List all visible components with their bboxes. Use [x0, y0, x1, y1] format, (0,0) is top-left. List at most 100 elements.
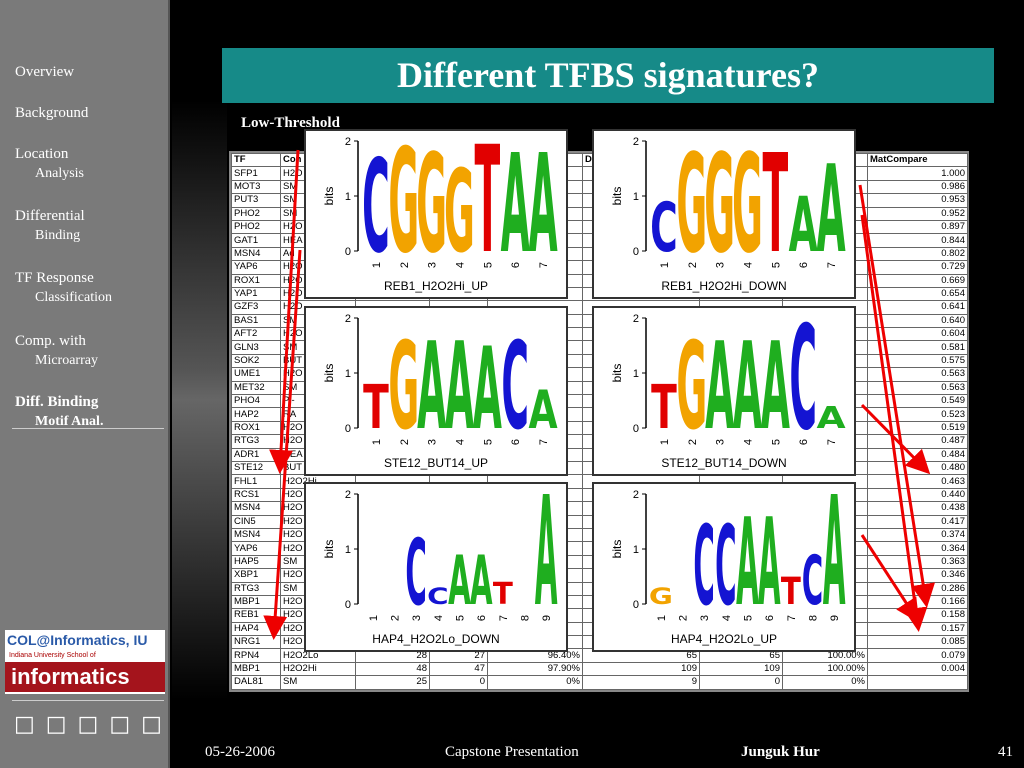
logo: COL@Informatics, IU Indiana University S…	[5, 630, 165, 694]
y-tick-label: 2	[345, 136, 351, 148]
logo-letter: C	[802, 542, 823, 621]
nav-line: Comp. with	[15, 333, 86, 349]
y-label: bits	[322, 540, 336, 559]
logo-letter: A	[417, 317, 446, 457]
position-label: 3	[715, 439, 727, 445]
logo-letter: G	[704, 127, 735, 284]
logo-letter: A	[470, 542, 493, 621]
logo-letter: A	[758, 491, 781, 633]
position-label: 1	[656, 615, 668, 621]
position-label: 3	[427, 439, 439, 445]
position-label: 7	[786, 615, 798, 621]
panel-frame	[304, 306, 568, 476]
logo-letter: T	[475, 115, 501, 286]
position-label: 2	[678, 615, 690, 621]
position-label: 7	[826, 262, 838, 268]
table-cell: SM	[280, 675, 356, 690]
logo-letter: G	[676, 317, 707, 457]
nav-icons[interactable]: □ □ □ □ □	[14, 712, 164, 737]
position-label: 5	[770, 439, 782, 445]
logo-letter: C	[501, 317, 529, 457]
position-label: 6	[476, 615, 488, 621]
nav-item[interactable]: TF Response Classification	[15, 268, 112, 308]
logo-letter: T	[493, 577, 514, 613]
footer-date: 05-26-2006	[205, 744, 275, 760]
nav-item[interactable]: Background	[15, 103, 88, 123]
position-label: 5	[482, 439, 494, 445]
panel-frame	[592, 129, 856, 299]
nav-line: Overview	[15, 64, 75, 80]
logo-letter: A	[761, 317, 790, 457]
position-label: 3	[411, 615, 423, 621]
nav-item[interactable]: Differential Binding	[15, 206, 85, 246]
position-label: 7	[538, 439, 550, 445]
position-label: 5	[743, 615, 755, 621]
logo-letter: A	[733, 317, 762, 457]
y-tick-label: 1	[633, 191, 639, 203]
table-cell: 0%	[782, 675, 868, 690]
separator	[12, 428, 164, 429]
logo-letter: C	[789, 295, 817, 462]
nav-line: Analysis	[35, 166, 84, 181]
logo-letter: A	[445, 317, 474, 457]
logo-letter: C	[693, 503, 714, 630]
panel-label: HAP4_H2O2Lo_DOWN	[372, 632, 499, 646]
logo-text: informatics	[5, 662, 165, 692]
logo-letter: A	[736, 491, 759, 633]
nav-item[interactable]: Diff. Binding Motif Anal.	[15, 392, 103, 432]
nav-line: Differential	[15, 208, 85, 224]
table-row: MBP1 H2O2Hi 48 47 97.90% 109 109 100.00% 0.004	[231, 661, 968, 677]
y-tick-label: 2	[633, 489, 639, 501]
nav-line: TF Response	[15, 270, 94, 286]
logo-letter: A	[817, 401, 847, 436]
y-tick-label: 0	[633, 599, 639, 611]
nav-item[interactable]: Comp. with Microarray	[15, 331, 98, 371]
nav-line: Binding	[35, 228, 81, 243]
logo-letter: T	[763, 127, 789, 284]
nav-item[interactable]: Location Analysis	[15, 144, 84, 184]
position-label: 6	[798, 262, 810, 268]
position-label: 4	[433, 615, 445, 621]
logo-letter: A	[529, 378, 559, 440]
panel-label: STE12_BUT14_DOWN	[661, 456, 786, 470]
table-cell	[867, 675, 968, 690]
arrows	[263, 149, 936, 640]
position-label: 2	[687, 262, 699, 268]
position-label: 8	[520, 615, 532, 621]
position-label: 7	[538, 262, 550, 268]
position-label: 1	[659, 262, 671, 268]
position-label: 2	[687, 439, 699, 445]
position-label: 4	[721, 615, 733, 621]
position-label: 6	[510, 262, 522, 268]
page-number: 41	[998, 744, 1013, 760]
nav-line: Motif Anal.	[35, 414, 104, 429]
y-tick-label: 2	[633, 313, 639, 325]
position-label: 9	[829, 615, 841, 621]
position-label: 6	[510, 439, 522, 445]
position-label: 1	[659, 439, 671, 445]
subtitle: Low-Threshold	[241, 115, 340, 131]
y-tick-label: 0	[345, 246, 351, 258]
nav-line: Microarray	[35, 353, 98, 368]
table-cell: 9	[582, 675, 700, 690]
y-label: bits	[610, 540, 624, 559]
nav-line: Location	[15, 146, 69, 162]
logo-letter: C	[362, 133, 390, 282]
position-label: 3	[427, 262, 439, 268]
logo-letter: A	[501, 127, 530, 284]
position-label: 6	[798, 439, 810, 445]
position-label: 8	[808, 615, 820, 621]
slide-title: Different TFBS signatures?	[222, 48, 994, 103]
nav-line: Diff. Binding	[15, 394, 99, 410]
logo-letter: A	[473, 323, 502, 455]
y-tick-label: 0	[345, 599, 351, 611]
logo-letter: G	[388, 118, 419, 285]
logo-letter: A	[448, 542, 471, 621]
nav-item[interactable]: Overview	[15, 62, 74, 82]
logo-letter: A	[705, 317, 734, 457]
